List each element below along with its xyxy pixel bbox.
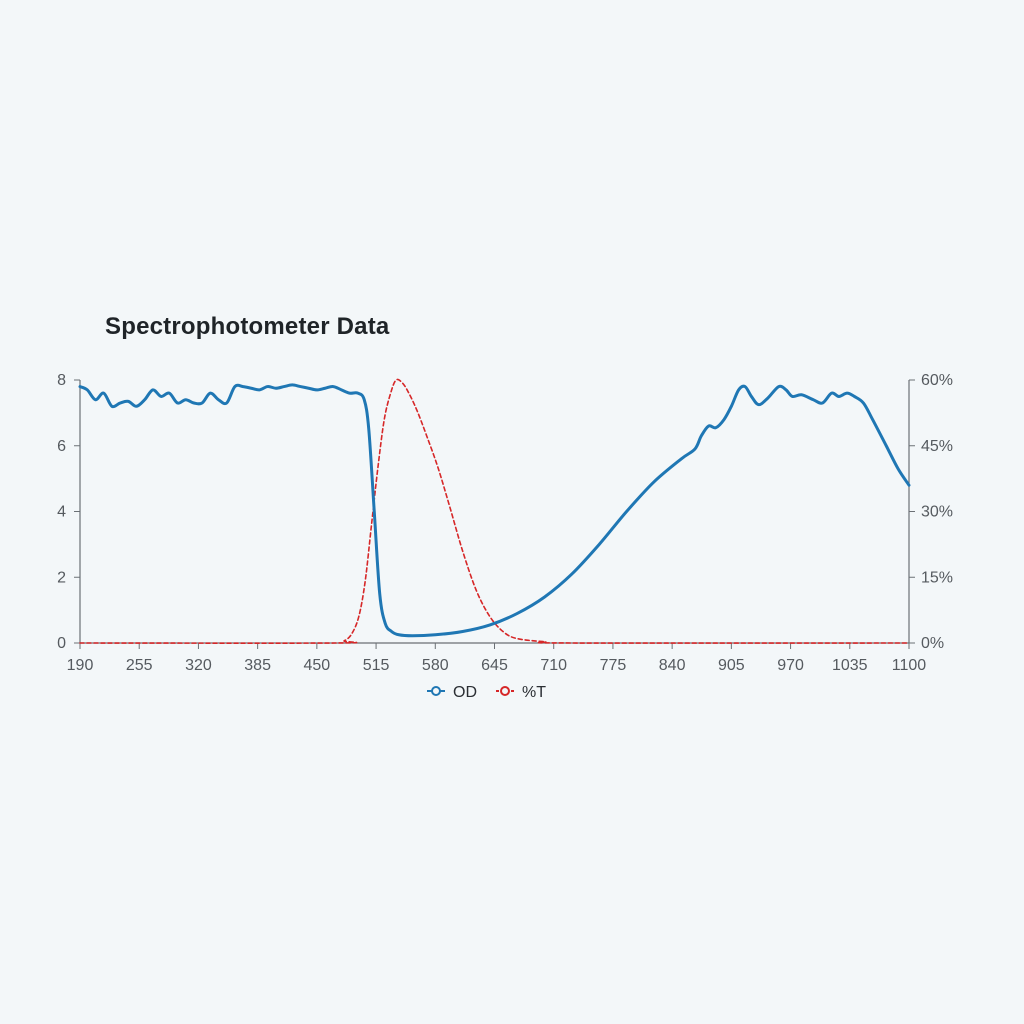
x-tick-label: 710 (540, 657, 567, 674)
x-tick-label: 450 (304, 657, 331, 674)
y2-tick-label: 60% (921, 372, 953, 389)
x-tick-label: 970 (777, 657, 804, 674)
y-tick-label: 6 (57, 438, 66, 455)
x-tick-label: 645 (481, 657, 508, 674)
y-tick-label: 8 (57, 372, 66, 389)
x-tick-label: 385 (244, 657, 271, 674)
y-tick-label: 0 (57, 635, 66, 652)
x-tick-label: 515 (363, 657, 390, 674)
series-line-transmittance (79, 378, 910, 644)
y2-tick-label: 0% (921, 635, 944, 652)
y2-tick-label: 45% (921, 438, 953, 455)
y-tick-label: 2 (57, 569, 66, 586)
x-tick-label: 1100 (892, 657, 927, 674)
x-tick-label: 905 (718, 657, 745, 674)
legend-swatch-marker (431, 686, 441, 696)
x-tick-label: 580 (422, 657, 449, 674)
x-tick-label: 320 (185, 657, 212, 674)
chart-title: Spectrophotometer Data (105, 313, 390, 340)
y-tick-label: 4 (57, 504, 66, 521)
legend-swatch-marker (500, 686, 510, 696)
legend-label: OD (453, 684, 477, 701)
y2-tick-label: 15% (921, 569, 953, 586)
legend-item-transmittance[interactable]: %T (496, 684, 546, 701)
x-tick-label: 190 (67, 657, 94, 674)
x-tick-label: 1035 (832, 657, 868, 674)
x-tick-label: 840 (659, 657, 686, 674)
legend-label: %T (522, 684, 546, 701)
x-tick-label: 775 (600, 657, 627, 674)
x-tick-label: 255 (126, 657, 153, 674)
legend-item-od[interactable]: OD (427, 684, 477, 701)
y2-tick-label: 30% (921, 504, 953, 521)
series-line-od (78, 383, 911, 638)
